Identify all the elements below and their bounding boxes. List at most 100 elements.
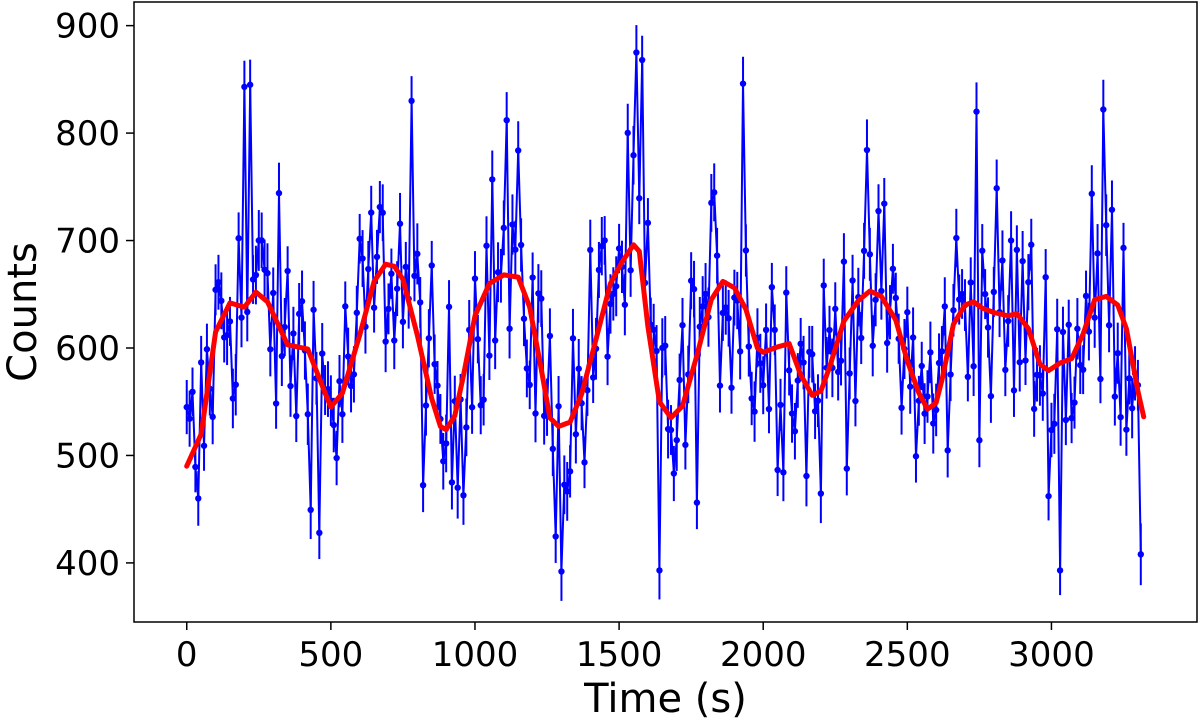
data-point <box>489 176 496 183</box>
data-point <box>434 382 441 389</box>
data-point <box>898 404 905 412</box>
data-point <box>480 396 487 403</box>
data-point <box>278 352 286 360</box>
data-point <box>552 533 559 540</box>
data-point <box>771 326 778 334</box>
data-point <box>344 353 352 360</box>
data-point <box>529 274 536 281</box>
data-point <box>509 221 516 228</box>
data-point <box>376 203 384 211</box>
data-point <box>765 405 773 413</box>
data-point <box>1028 241 1035 248</box>
data-point <box>803 472 810 480</box>
data-point <box>638 56 646 64</box>
data-point <box>232 381 239 388</box>
data-point <box>722 304 729 311</box>
data-point <box>419 481 427 489</box>
y-tick-label: 800 <box>55 114 120 154</box>
data-point <box>1054 326 1061 333</box>
data-point <box>284 267 291 275</box>
data-point <box>970 363 977 370</box>
y-tick-label: 600 <box>55 329 120 369</box>
data-point <box>353 309 361 316</box>
data-point <box>316 529 323 537</box>
data-point <box>757 360 764 367</box>
data-point <box>791 428 799 435</box>
data-point <box>1085 328 1093 335</box>
data-point <box>889 265 897 272</box>
data-point <box>930 420 937 427</box>
data-point <box>953 234 960 242</box>
data-point <box>209 413 216 421</box>
data-point <box>693 499 701 506</box>
plot-frame <box>133 1 1198 623</box>
data-point <box>483 242 490 249</box>
data-point <box>1010 387 1018 394</box>
data-point <box>809 351 816 358</box>
data-point <box>293 412 300 420</box>
data-point <box>1103 221 1110 229</box>
data-point <box>368 209 375 216</box>
data-point <box>186 415 193 422</box>
data-point <box>814 397 822 404</box>
data-point <box>863 146 871 154</box>
data-point <box>794 377 801 384</box>
data-point <box>566 468 574 475</box>
data-point <box>993 185 1000 192</box>
data-point <box>1105 322 1113 329</box>
data-point <box>468 404 476 411</box>
data-point <box>858 334 865 342</box>
data-point <box>904 309 911 316</box>
data-point <box>921 410 928 417</box>
data-point <box>422 402 430 409</box>
data-point <box>396 220 404 227</box>
data-point <box>615 245 623 252</box>
data-point <box>365 265 372 273</box>
data-point <box>584 387 591 394</box>
data-point <box>912 453 920 460</box>
data-point <box>944 447 951 454</box>
data-point <box>382 338 389 345</box>
data-point <box>200 442 208 449</box>
data-point <box>728 384 735 391</box>
data-point <box>581 459 588 466</box>
data-point <box>739 80 747 87</box>
data-point <box>298 298 306 305</box>
data-point <box>333 454 340 462</box>
data-point <box>774 466 781 474</box>
data-point <box>506 325 513 332</box>
data-point <box>1111 393 1119 400</box>
data-point <box>736 348 744 355</box>
data-point <box>785 367 793 374</box>
data-point <box>1005 317 1012 325</box>
x-axis: 0 500 1000 1500 2000 2500 3000 <box>176 622 1095 675</box>
x-tick-label: 0 <box>176 635 198 675</box>
y-axis: 400 500 600 700 800 900 <box>55 7 134 584</box>
data-point <box>843 465 850 472</box>
data-point <box>777 401 784 409</box>
data-point <box>811 408 819 415</box>
data-point <box>1126 375 1133 382</box>
data-point <box>627 267 634 274</box>
data-point <box>762 326 770 334</box>
smoothed-curve-line <box>184 242 1147 469</box>
data-point <box>431 360 438 368</box>
data-point <box>561 481 568 488</box>
x-tick-label: 2500 <box>864 635 951 675</box>
data-point <box>385 305 392 313</box>
data-point <box>869 342 876 349</box>
data-point <box>388 270 395 277</box>
data-point <box>751 408 758 415</box>
data-point <box>846 370 853 377</box>
data-point <box>973 108 980 115</box>
data-point <box>526 381 533 389</box>
data-point <box>927 349 934 356</box>
data-point <box>979 247 986 254</box>
data-point <box>304 411 312 418</box>
x-tick-label: 3000 <box>1008 635 1095 675</box>
data-point <box>310 306 317 313</box>
data-point <box>532 410 539 417</box>
data-point <box>872 296 879 303</box>
